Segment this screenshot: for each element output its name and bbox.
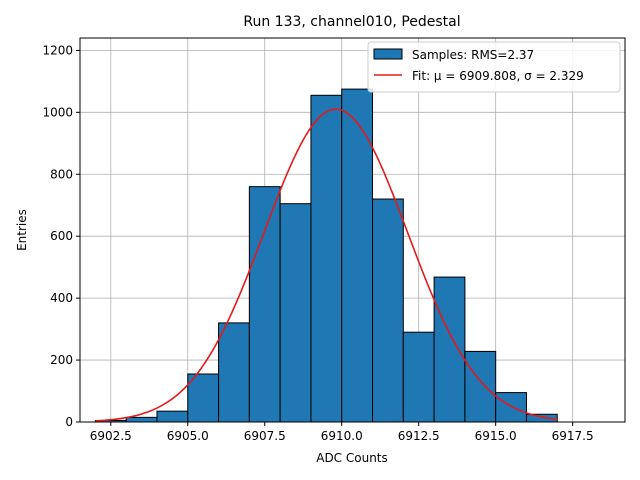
y-tick-label: 800 [50, 167, 73, 181]
histogram-bar [464, 350, 497, 423]
x-tick-label: 6915.0 [475, 429, 517, 443]
legend-samples-swatch [373, 48, 403, 60]
histogram-bar [372, 198, 404, 423]
y-axis-label: Entries [15, 209, 29, 251]
histogram-bar [433, 276, 466, 423]
gaussian-fit-line [95, 108, 558, 422]
histogram-bar [187, 373, 220, 423]
histogram-bar [248, 186, 281, 423]
y-axis-ticks: 0 200 400 600 800 1000 1200 [42, 43, 80, 429]
legend-samples-label: Samples: RMS=2.37 [412, 48, 534, 62]
y-tick-label: 1200 [42, 43, 73, 57]
x-tick-label: 6912.5 [398, 429, 440, 443]
histogram-bar [341, 88, 374, 423]
y-tick-label: 1000 [42, 105, 73, 119]
y-tick-label: 600 [50, 229, 73, 243]
x-tick-label: 6907.5 [244, 429, 286, 443]
histogram-bar [279, 203, 312, 423]
histogram-bar [402, 331, 435, 423]
y-tick-label: 200 [50, 353, 73, 367]
x-tick-label: 6905.0 [167, 429, 209, 443]
histogram-bars [94, 88, 558, 423]
y-tick-label: 400 [50, 291, 73, 305]
x-axis-label: ADC Counts [316, 451, 388, 465]
x-axis-ticks: 6902.5 6905.0 6907.5 6910.0 6912.5 6915.0 6917… [90, 422, 594, 443]
legend-frame [367, 41, 621, 93]
histogram-bar [218, 322, 250, 423]
x-tick-label: 6910.0 [321, 429, 363, 443]
histogram-bar [125, 416, 158, 423]
histogram-bar [495, 392, 527, 423]
plot-area-frame [79, 37, 626, 423]
histogram-bar [310, 94, 343, 423]
chart-title: Run 133, channel010, Pedestal [243, 14, 460, 30]
legend: Samples: RMS=2.37 Fit: μ = 6909.808, σ =… [367, 41, 621, 93]
histogram-bar [156, 410, 189, 423]
legend-fit-label: Fit: μ = 6909.808, σ = 2.329 [412, 69, 584, 83]
fit-curve-group [95, 108, 558, 422]
x-tick-label: 6917.5 [552, 429, 594, 443]
x-tick-label: 6902.5 [90, 429, 132, 443]
y-tick-label: 0 [65, 415, 73, 429]
